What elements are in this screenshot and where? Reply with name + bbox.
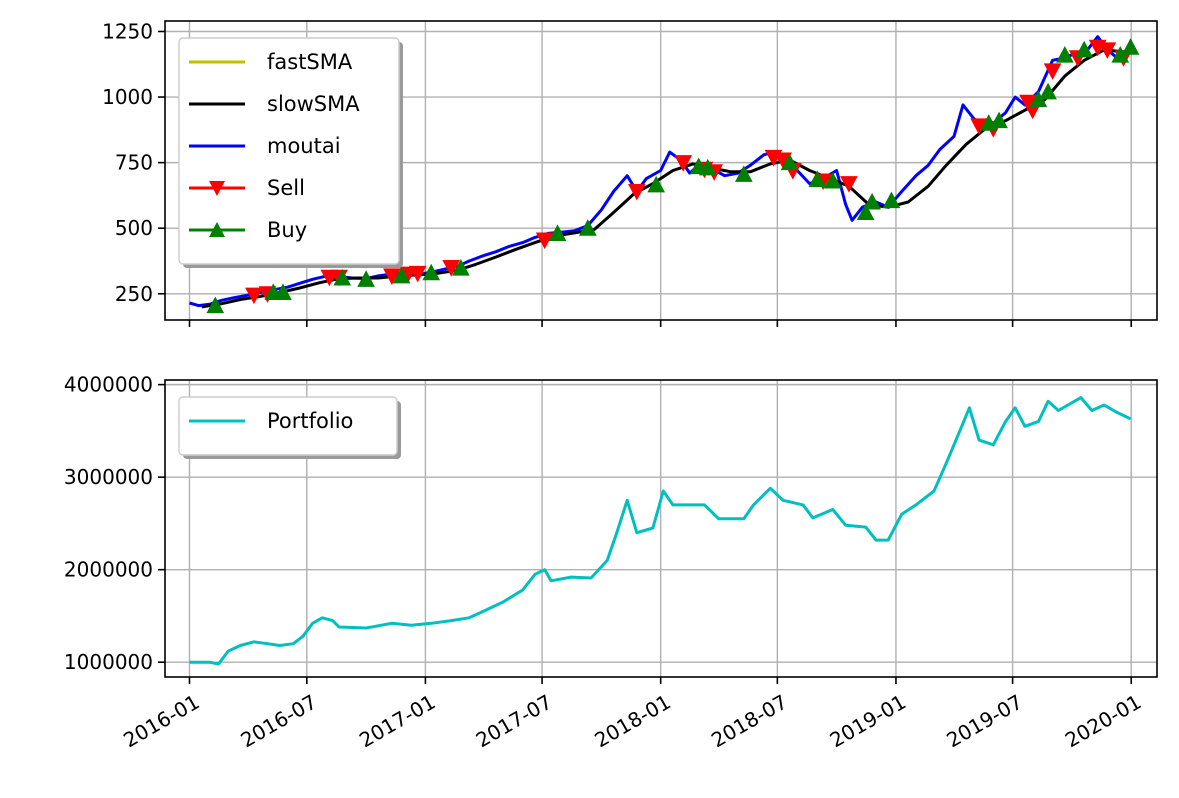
buy-marker [823,171,842,189]
price-trade-markers [206,38,1140,314]
y-tick-label: 4000000 [64,373,153,397]
price-x-axis [188,320,1133,327]
y-tick-label: 1000 [102,85,153,109]
x-tick-label: 2019-01 [826,690,910,753]
x-tick-label: 2019-07 [942,690,1026,753]
portfolio-y-axis: 1000000 2000000 3000000 4000000 [64,373,165,674]
buy-marker [1055,46,1074,63]
y-tick-label: 1000000 [64,650,153,674]
x-tick-label: 2017-01 [355,690,439,753]
buy-marker [698,158,717,176]
price-chart: 250 500 750 1000 1250 fastSMA slowSMA moutai Se… [102,19,1158,327]
buy-marker [452,259,470,276]
buy-marker [1121,38,1140,55]
sell-marker [442,260,461,277]
legend-label: moutai [267,134,341,158]
x-tick-label: 2016-01 [119,690,203,753]
x-tick-label: 2018-07 [707,690,791,753]
buy-marker [579,219,597,236]
y-tick-label: 500 [115,216,153,240]
y-tick-label: 250 [115,282,153,306]
portfolio-series-lines [189,396,1132,666]
sell-marker [408,265,427,283]
sell-marker [674,155,693,172]
series-line-slowsma [201,48,1131,309]
y-tick-label: 1250 [102,19,153,43]
x-tick-label: 2020-01 [1061,690,1145,753]
legend-sell-marker [209,181,225,196]
series-line-portfolio [189,396,1132,666]
buy-marker [422,263,441,281]
sell-marker [535,232,554,250]
buy-marker [392,266,411,284]
y-tick-label: 3000000 [64,465,153,489]
portfolio-x-axis: 2016-01 2016-07 2017-01 2017-07 2018-01 2018-… [119,677,1145,752]
legend-label: Sell [267,176,305,200]
price-legend: fastSMA slowSMA moutai Sell Buy [178,37,403,268]
buy-marker [808,170,827,188]
x-tick-label: 2016-07 [237,690,321,753]
buy-marker [780,153,799,171]
buy-marker [548,224,567,241]
buy-marker [647,175,665,193]
x-tick-label: 2017-07 [472,690,556,753]
portfolio-grid [165,380,1157,677]
buy-marker [882,191,901,209]
legend-box [178,396,398,456]
legend-label: slowSMA [267,92,360,116]
buy-marker [1039,82,1057,100]
legend-label: Buy [267,218,307,242]
sell-marker [840,176,858,193]
x-tick-label: 2018-01 [590,690,674,753]
buy-marker [357,270,375,287]
portfolio-legend: Portfolio [178,396,401,459]
buy-marker [1075,40,1093,58]
legend-label: fastSMA [267,50,353,74]
buy-marker [990,111,1008,129]
price-y-axis: 250 500 750 1000 1250 [102,19,165,306]
buy-marker [274,283,292,300]
sell-marker [245,287,263,305]
buy-marker [734,165,753,182]
buy-marker [206,296,225,314]
sell-marker [627,183,646,201]
legend-label: Portfolio [267,409,353,433]
legend-buy-marker [209,222,225,237]
sell-marker [1098,42,1117,59]
sell-marker [383,268,401,285]
buy-marker [333,268,352,286]
buy-marker [856,203,875,220]
buy-marker [863,192,881,210]
sell-marker [1043,63,1062,80]
legend-box [178,37,400,265]
y-tick-label: 2000000 [64,558,153,582]
y-tick-label: 750 [115,151,153,175]
